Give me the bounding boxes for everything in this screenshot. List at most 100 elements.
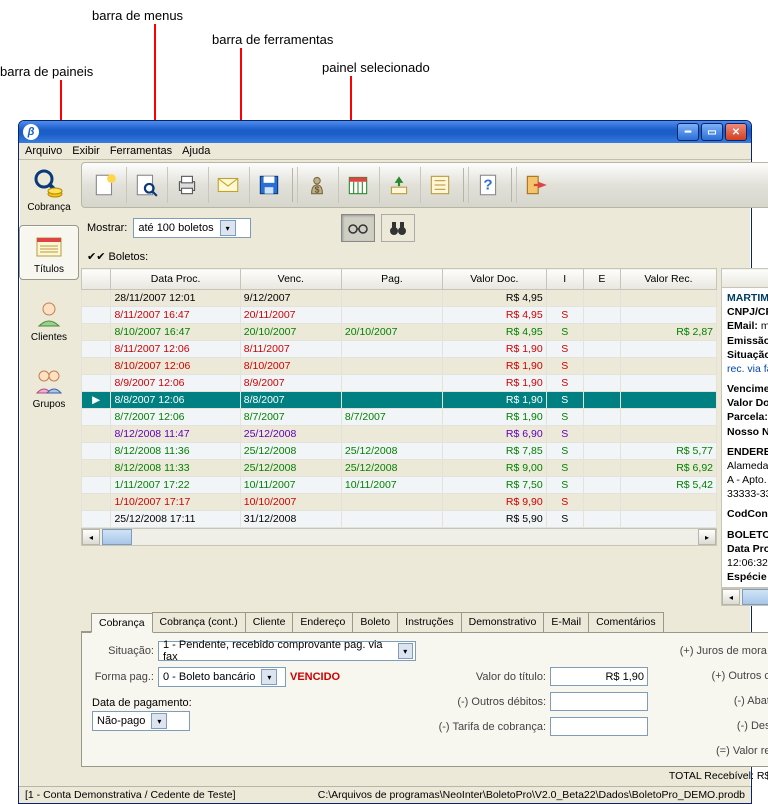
col-6[interactable]: E: [583, 269, 620, 290]
table-row[interactable]: 8/10/2007 12:068/10/2007R$ 1,90S: [82, 358, 717, 375]
tab-boleto[interactable]: Boleto: [352, 612, 398, 632]
chevron-down-icon: ▾: [220, 220, 236, 236]
col-7[interactable]: Valor Rec.: [620, 269, 716, 290]
chevron-down-icon: ▾: [151, 713, 167, 729]
col-5[interactable]: I: [546, 269, 583, 290]
tab-cliente[interactable]: Cliente: [245, 612, 294, 632]
tool-preview[interactable]: [126, 167, 165, 203]
tab-demonstrativo[interactable]: Demonstrativo: [461, 612, 545, 632]
sidebar-item-label: Clientes: [31, 332, 67, 343]
app-logo-icon: β: [23, 124, 39, 140]
tab-cobran-a[interactable]: Cobrança: [91, 613, 153, 633]
ann-paineis: barra de paineis: [0, 64, 93, 79]
table-row[interactable]: 1/10/2007 17:1710/10/2007R$ 9,90S: [82, 494, 717, 511]
details-panel: MARTIM A. G. SOUZA - DEMO CNPJ/CPF: 333.…: [721, 268, 768, 606]
table-row[interactable]: 8/11/2007 12:068/11/2007R$ 1,90S: [82, 341, 717, 358]
details-h-scrollbar[interactable]: ◂ ▸: [721, 588, 768, 606]
tool-new[interactable]: [86, 167, 124, 203]
datapag-label: Data de pagamento:: [92, 697, 192, 709]
tool-exit[interactable]: [516, 167, 555, 203]
col-0[interactable]: [82, 269, 111, 290]
scroll-right-button[interactable]: ▸: [698, 529, 716, 545]
h-scrollbar[interactable]: ◂ ▸: [81, 528, 717, 546]
sidebar-item-label: Títulos: [34, 264, 64, 275]
valor-titulo-input[interactable]: [550, 667, 648, 686]
tab-endere-o[interactable]: Endereço: [292, 612, 353, 632]
col-3[interactable]: Pag.: [341, 269, 442, 290]
tab-instru-es[interactable]: Instruções: [397, 612, 461, 632]
table-row[interactable]: ▶8/8/2007 12:068/8/2007R$ 1,90S: [82, 392, 717, 409]
tab-cobran-a-cont-[interactable]: Cobrança (cont.): [152, 612, 246, 632]
tab-e-mail[interactable]: E-Mail: [543, 612, 589, 632]
scroll-left-button[interactable]: ◂: [82, 529, 100, 545]
sidebar-item-titulos[interactable]: Títulos: [19, 225, 79, 280]
titlebar: β ━ ▭ ✕: [19, 121, 751, 143]
grupos-icon: [33, 365, 65, 397]
sidebar-top-cobranca[interactable]: Cobrança: [20, 164, 78, 215]
mostrar-select[interactable]: até 100 boletos ▾: [133, 218, 251, 238]
boletos-table[interactable]: Data Proc.Venc.Pag.Valor Doc.IEValor Rec…: [81, 268, 717, 528]
status-left: [1 - Conta Demonstrativa / Cedente de Te…: [25, 789, 236, 801]
menu-ferramentas[interactable]: Ferramentas: [110, 145, 172, 157]
magnifier-coins-icon: [33, 168, 65, 200]
filter-glasses-button[interactable]: [341, 214, 375, 242]
tool-save[interactable]: [249, 167, 288, 203]
table-row[interactable]: 8/12/2008 11:3625/12/200825/12/2008R$ 7,…: [82, 443, 717, 460]
formapag-label: Forma pag.:: [92, 671, 154, 683]
tab-coment-rios[interactable]: Comentários: [588, 612, 664, 632]
ann-menus: barra de menus: [92, 8, 183, 23]
table-row[interactable]: 8/11/2007 16:4720/11/2007R$ 4,95S: [82, 307, 717, 324]
close-button[interactable]: ✕: [725, 123, 747, 141]
tool-print[interactable]: [167, 167, 206, 203]
status-right: C:\Arquivos de programas\NeoInter\Boleto…: [318, 789, 745, 801]
statusbar: [1 - Conta Demonstrativa / Cedente de Te…: [19, 786, 751, 803]
menu-exibir[interactable]: Exibir: [72, 145, 100, 157]
chevron-down-icon: ▾: [398, 643, 413, 659]
datapag-select[interactable]: Não-pago ▾: [92, 711, 190, 731]
table-row[interactable]: 1/11/2007 17:2210/11/200710/11/2007R$ 7,…: [82, 477, 717, 494]
table-row[interactable]: 8/12/2008 11:4725/12/2008R$ 6,90S: [82, 426, 717, 443]
filter-binoc-button[interactable]: [381, 214, 415, 242]
tool-download[interactable]: [379, 167, 418, 203]
sidebar-top-label: Cobrança: [27, 202, 70, 213]
table-row[interactable]: 25/12/2008 17:1131/12/2008R$ 5,90S: [82, 511, 717, 528]
ann-ferramentas: barra de ferramentas: [212, 32, 333, 47]
scroll-thumb[interactable]: [102, 529, 132, 545]
mostrar-label: Mostrar:: [87, 222, 127, 234]
col-2[interactable]: Venc.: [240, 269, 341, 290]
tool-calendar[interactable]: [338, 167, 377, 203]
tool-mail[interactable]: [208, 167, 247, 203]
outros-debitos-input[interactable]: [550, 692, 648, 711]
menubar: Arquivo Exibir Ferramentas Ajuda: [19, 143, 751, 160]
tarifa-cobranca-input[interactable]: [550, 717, 648, 736]
clientes-icon: [33, 298, 65, 330]
situacao-label: Situação:: [92, 645, 154, 657]
ann-painel-sel: painel selecionado: [322, 60, 430, 75]
mostrar-value: até 100 boletos: [138, 222, 213, 234]
table-row[interactable]: 28/11/2007 12:019/12/2007R$ 4,95: [82, 290, 717, 307]
table-row[interactable]: 8/7/2007 12:068/7/20078/7/2007R$ 1,90S: [82, 409, 717, 426]
form-tabs: CobrançaCobrança (cont.)ClienteEndereçoB…: [81, 612, 768, 633]
minimize-button[interactable]: ━: [677, 123, 699, 141]
table-row[interactable]: 8/12/2008 11:3325/12/200825/12/2008R$ 9,…: [82, 460, 717, 477]
table-row[interactable]: 8/10/2007 16:4720/10/200720/10/2007R$ 4,…: [82, 324, 717, 341]
sidebar-item-label: Grupos: [33, 399, 66, 410]
tool-money[interactable]: $: [297, 167, 336, 203]
menu-ajuda[interactable]: Ajuda: [182, 145, 210, 157]
tool-help[interactable]: ?: [468, 167, 507, 203]
formapag-select[interactable]: 0 - Boleto bancário ▾: [158, 667, 286, 687]
menu-arquivo[interactable]: Arquivo: [25, 145, 62, 157]
main-area: $ ? Mostrar: até 100 boletos ▾: [79, 160, 768, 786]
svg-text:?: ?: [483, 176, 492, 193]
col-4[interactable]: Valor Doc.: [442, 269, 546, 290]
col-1[interactable]: Data Proc.: [111, 269, 240, 290]
table-row[interactable]: 8/9/2007 12:068/9/2007R$ 1,90S: [82, 375, 717, 392]
situacao-select[interactable]: 1 - Pendente, recebido comprovante pag. …: [158, 641, 416, 661]
toolbar: $ ?: [81, 162, 768, 208]
annotation-layer: barra de paineis barra de menus barra de…: [0, 0, 768, 120]
tool-list[interactable]: [420, 167, 459, 203]
boletos-label: ✔✔ Boletos:: [87, 250, 148, 263]
sidebar-item-clientes[interactable]: Clientes: [20, 294, 78, 347]
sidebar-item-grupos[interactable]: Grupos: [20, 361, 78, 414]
maximize-button[interactable]: ▭: [701, 123, 723, 141]
